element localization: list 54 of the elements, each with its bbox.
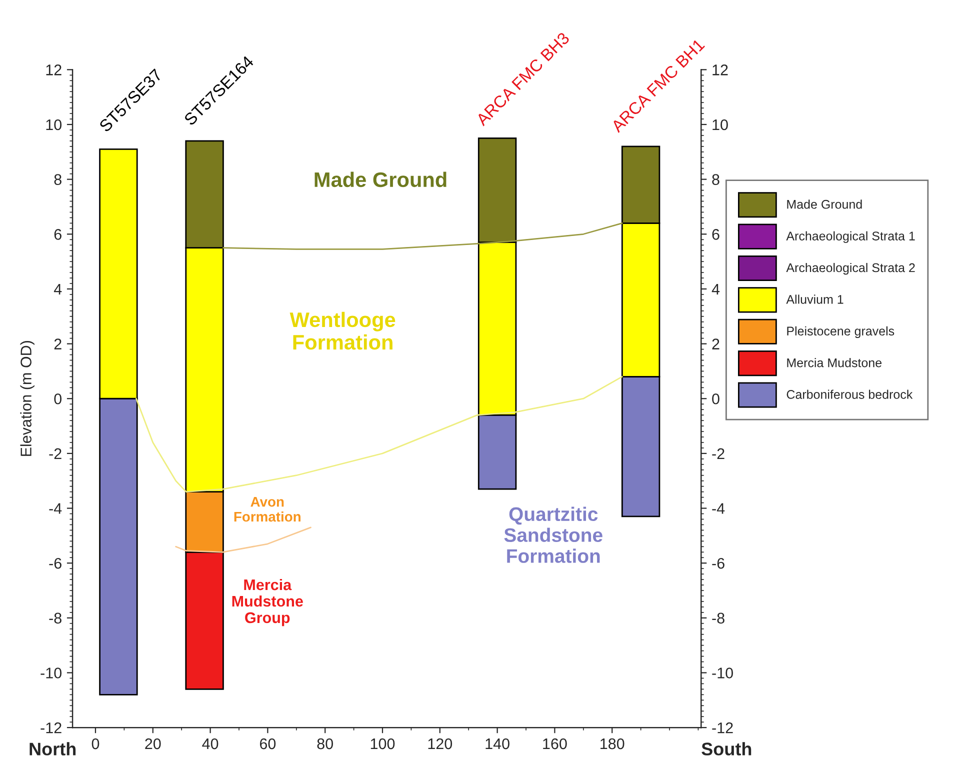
y2-tick-label: -12 <box>712 722 733 734</box>
y2-tick-label: 8 <box>712 174 720 185</box>
y-tick-label: 4 <box>54 284 62 294</box>
y2-tick-label: 2 <box>712 338 720 350</box>
x-tick-label: 120 <box>428 738 452 750</box>
y-tick-label: -12 <box>40 722 62 734</box>
legend-label: Archaeological Strata 1 <box>786 231 915 243</box>
y-tick-label: -8 <box>49 612 62 624</box>
x-tick-label: 160 <box>543 738 567 750</box>
legend-label: Carboniferous bedrock <box>786 390 913 399</box>
y-tick-label: 12 <box>46 64 62 76</box>
legend-label: Pleistocene gravels <box>787 326 894 338</box>
y-tick-label: -6 <box>49 558 62 569</box>
x-tick-label: 0 <box>92 738 100 750</box>
y-tick-label: 0 <box>54 393 62 404</box>
y2-tick-label: -4 <box>712 503 725 514</box>
x-tick-label: 80 <box>317 738 333 750</box>
y2-tick-label: -8 <box>712 612 724 624</box>
annotation: Mercia Mudstone Group <box>232 578 303 626</box>
y-tick-label: 10 <box>46 119 62 130</box>
x-tick-label: 140 <box>486 738 510 750</box>
line-series <box>222 222 623 250</box>
y2-tick-label: -6 <box>712 558 724 569</box>
legend-label: Archaeological Strata 2 <box>786 262 915 275</box>
y-tick-label: 2 <box>54 338 62 350</box>
x-tick-label: 40 <box>202 738 218 750</box>
y2-tick-label: 12 <box>712 64 728 76</box>
y2-tick-label: -10 <box>712 668 733 678</box>
y2-tick-label: 6 <box>712 229 720 240</box>
y2-tick-label: 4 <box>712 284 720 294</box>
text: South <box>702 742 752 756</box>
legend-label: Made Ground <box>787 200 862 209</box>
line-series <box>175 526 312 553</box>
legend-label: Alluvium 1 <box>786 294 844 304</box>
y2-tick-label: 0 <box>712 393 720 404</box>
y-tick-label: -2 <box>49 448 62 459</box>
y2-tick-label: -2 <box>712 448 724 459</box>
y2-tick-label: 10 <box>712 119 728 130</box>
legend-label: Mercia Mudstone <box>787 358 882 368</box>
x-tick-label: 60 <box>260 738 276 750</box>
y-tick-label: -10 <box>40 668 62 678</box>
annotation: Made Ground <box>314 172 446 188</box>
x-tick-label: 100 <box>370 738 395 750</box>
x-tick-label: 20 <box>145 738 161 750</box>
line-series <box>136 376 623 493</box>
annotation: Avon Formation <box>234 497 300 522</box>
y-tick-label: 8 <box>54 174 62 185</box>
y-tick-label: -4 <box>49 503 62 514</box>
x-tick-label: 180 <box>600 738 624 750</box>
y-tick-label: 6 <box>54 229 62 240</box>
text: North <box>30 742 76 756</box>
y-axis-title: Elevation (m OD) <box>20 340 34 456</box>
annotation: Quartzitic Sandstone Formation <box>504 506 602 563</box>
annotation: Wentlooge Formation <box>290 312 396 350</box>
